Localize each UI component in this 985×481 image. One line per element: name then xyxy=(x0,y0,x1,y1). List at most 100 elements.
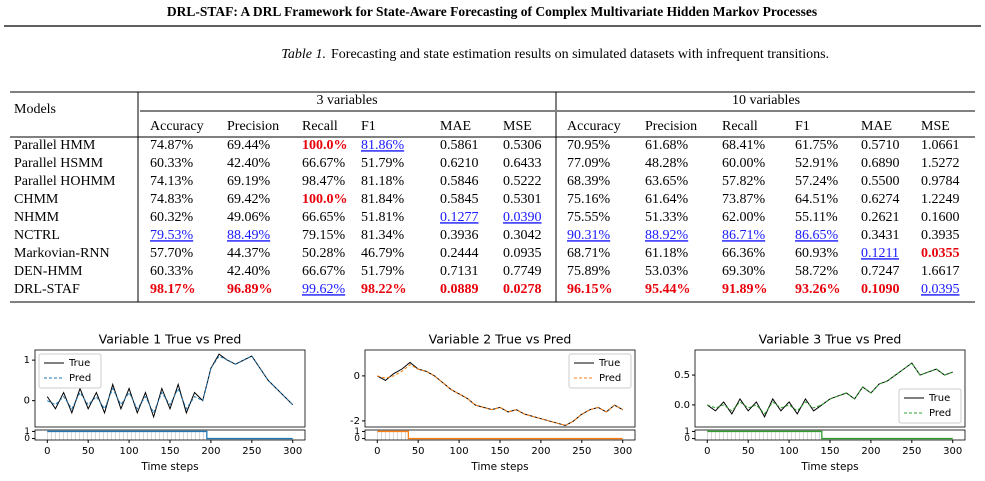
table-cell: 61.18% xyxy=(645,246,689,261)
table-cell: 86.65% xyxy=(795,228,839,243)
table-rules xyxy=(10,91,975,303)
table-cell: 0.0278 xyxy=(503,282,542,297)
chart-title: Variable 3 True vs Pred xyxy=(759,332,902,347)
table-cell: 98.47% xyxy=(302,174,346,189)
table-cell: 51.33% xyxy=(645,210,689,225)
data-line xyxy=(46,353,294,419)
x-tick-label: 250 xyxy=(572,446,591,457)
table-cell: 1.5272 xyxy=(921,156,960,171)
table-cell: 58.72% xyxy=(795,264,839,279)
model-name: Parallel HMM xyxy=(14,138,96,153)
table-cell: 0.6274 xyxy=(861,192,900,207)
table-cell: 68.39% xyxy=(567,174,611,189)
model-name: Markovian-RNN xyxy=(14,246,110,261)
column-header: MSE xyxy=(503,119,532,134)
table-cell: 81.86% xyxy=(361,138,405,153)
state-line xyxy=(47,430,293,440)
table-cell: 0.1090 xyxy=(861,282,900,297)
table-cell: 100.0% xyxy=(302,192,348,207)
table-cell: 81.84% xyxy=(361,192,405,207)
table-cell: 90.31% xyxy=(567,228,611,243)
table-cell: 0.2621 xyxy=(861,210,900,225)
x-tick-label: 50 xyxy=(742,446,755,457)
table-cell: 64.51% xyxy=(795,192,839,207)
x-axis-label: Time steps xyxy=(800,461,858,473)
table-cell: 98.22% xyxy=(361,282,407,297)
data-line xyxy=(47,355,294,415)
table-cell: 0.1600 xyxy=(921,210,960,225)
model-name: NCTRL xyxy=(14,228,60,243)
table-cell: 57.70% xyxy=(150,246,194,261)
table-cell: 79.53% xyxy=(150,228,194,243)
table-cell: 0.5306 xyxy=(503,138,542,153)
table-cell: 73.87% xyxy=(722,192,766,207)
chart-title: Variable 1 True vs Pred xyxy=(99,332,242,347)
state-line xyxy=(707,430,953,440)
table-cell: 0.5710 xyxy=(861,138,900,153)
legend-label: Pred xyxy=(69,373,91,384)
column-header: Accuracy xyxy=(150,119,204,134)
table-cell: 0.2444 xyxy=(440,246,479,261)
table-cell: 0.0390 xyxy=(503,210,542,225)
table-cell: 0.6210 xyxy=(440,156,479,171)
table-cell: 60.00% xyxy=(722,156,766,171)
state-y-tick-label: 0 xyxy=(24,434,30,444)
table-cell: 81.34% xyxy=(361,228,405,243)
data-line xyxy=(707,362,953,415)
model-name: NHMM xyxy=(14,210,60,225)
y-tick-label: 0 xyxy=(354,371,360,382)
table-cell: 88.49% xyxy=(227,228,271,243)
table-cell: 0.7247 xyxy=(861,264,900,279)
table-cell: 51.81% xyxy=(361,210,405,225)
table-cell: 0.5846 xyxy=(440,174,479,189)
table-cell: 0.0355 xyxy=(921,246,960,261)
table-cell: 74.13% xyxy=(150,174,194,189)
table-cell: 79.15% xyxy=(302,228,346,243)
column-header: Precision xyxy=(645,119,697,134)
table-cell: 0.3936 xyxy=(440,228,479,243)
x-tick-label: 50 xyxy=(82,446,95,457)
table-cell: 53.03% xyxy=(645,264,689,279)
table-cell: 51.79% xyxy=(361,156,405,171)
table-cell: 69.30% xyxy=(722,264,766,279)
table-cell: 61.68% xyxy=(645,138,689,153)
x-tick-label: 200 xyxy=(861,446,880,457)
table-cell: 69.44% xyxy=(227,138,271,153)
table-cell: 95.44% xyxy=(645,282,691,297)
legend-label: True xyxy=(68,358,90,369)
model-name: CHMM xyxy=(14,192,59,207)
table-cell: 61.64% xyxy=(645,192,689,207)
y-tick-label: 0.5 xyxy=(674,370,690,381)
legend-label: Pred xyxy=(599,373,621,384)
column-header: F1 xyxy=(795,119,810,134)
x-tick-label: 300 xyxy=(943,446,962,457)
table-cell: 66.36% xyxy=(722,246,766,261)
chart-title: Variable 2 True vs Pred xyxy=(429,332,572,347)
x-tick-label: 0 xyxy=(704,446,710,457)
table-cell: 46.79% xyxy=(361,246,405,261)
table-cell: 0.5845 xyxy=(440,192,479,207)
table-cell: 60.93% xyxy=(795,246,839,261)
x-tick-label: 200 xyxy=(201,446,220,457)
data-line xyxy=(377,364,623,426)
state-y-tick-label: 1 xyxy=(24,427,30,437)
table-cell: 62.00% xyxy=(722,210,766,225)
model-name: DEN-HMM xyxy=(14,264,83,279)
x-tick-label: 300 xyxy=(613,446,632,457)
y-tick-label: 1 xyxy=(24,355,30,366)
plot-frame xyxy=(34,349,306,428)
table-cell: 0.9784 xyxy=(921,174,960,189)
table-cell: 98.17% xyxy=(150,282,196,297)
table-cell: 61.75% xyxy=(795,138,839,153)
state-y-tick-label: 0 xyxy=(684,434,690,444)
table-cell: 0.1211 xyxy=(861,246,899,261)
legend-label: True xyxy=(598,358,620,369)
x-tick-label: 0 xyxy=(374,446,380,457)
x-tick-label: 200 xyxy=(531,446,550,457)
column-header: MSE xyxy=(921,119,950,134)
table-cell: 69.42% xyxy=(227,192,271,207)
x-tick-label: 300 xyxy=(283,446,302,457)
table-cell: 0.3935 xyxy=(921,228,960,243)
